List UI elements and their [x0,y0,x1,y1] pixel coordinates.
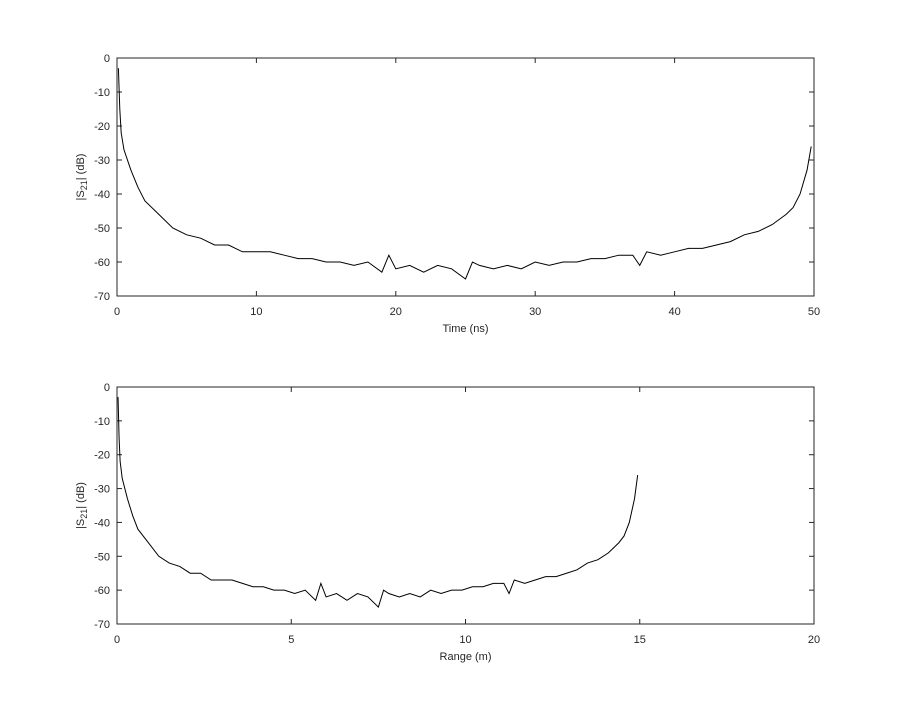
y-axis-label-part: 21 [79,180,89,190]
y-tick-label: -50 [94,551,110,563]
y-tick-label: 0 [104,53,110,65]
x-tick-label: 10 [250,306,262,318]
y-tick-label: -40 [94,189,110,201]
x-tick-label: 15 [634,634,646,646]
plot-area [116,57,815,297]
y-tick-label: -10 [94,416,110,428]
y-axis-label-part: |S [75,190,87,200]
line-series [117,397,639,608]
plot-area [116,386,815,625]
x-tick-label: 50 [808,306,820,318]
y-tick-label: -60 [94,257,110,269]
y-tick-label: -60 [94,585,110,597]
x-tick-label: 30 [529,306,541,318]
y-tick-label: -30 [94,484,110,496]
y-axis-label-part: |S [75,519,87,529]
y-tick-label: -40 [94,517,110,529]
subplot: 0 5 10 15 20 -70 -60 -50 -40 -30 -20 -10 0 Range (m) |… [75,382,820,663]
x-tick-label: 10 [459,634,471,646]
y-axis-label-part: | (dB) [75,482,87,509]
x-tick-label: 20 [808,634,820,646]
subplot: 0 10 20 30 40 50 -70 -60 -50 -40 -30 -20 -10 0 Time (n… [75,53,820,335]
x-tick-label: 0 [114,306,120,318]
y-tick-label: -70 [94,291,110,303]
y-tick-label: -50 [94,223,110,235]
x-tick-label: 20 [390,306,402,318]
x-axis-label: Time (ns) [442,323,488,335]
line-series [117,68,812,280]
y-axis-label: |S21| (dB) [75,482,89,529]
y-axis-label-part: | (dB) [75,154,87,181]
y-tick-label: -20 [94,121,110,133]
y-tick-label: -10 [94,87,110,99]
x-tick-label: 40 [668,306,680,318]
y-tick-label: 0 [104,382,110,394]
x-tick-label: 0 [114,634,120,646]
x-axis-label: Range (m) [440,651,492,663]
y-tick-label: -30 [94,155,110,167]
y-tick-label: -20 [94,450,110,462]
y-tick-label: -70 [94,619,110,631]
x-tick-label: 5 [288,634,294,646]
y-axis-label: |S21| (dB) [75,154,89,201]
y-axis-label-part: 21 [79,509,89,519]
